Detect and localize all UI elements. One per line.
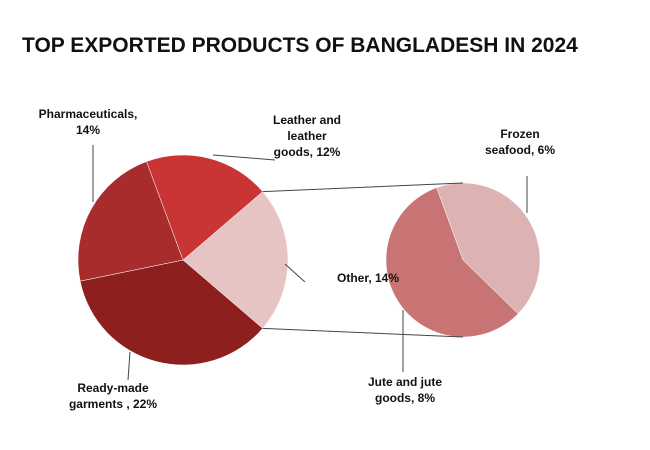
data-label: 14% [76,123,100,137]
connector-line [262,327,464,338]
data-label: goods, 8% [375,391,435,405]
data-label: Pharmaceuticals, [39,107,138,121]
pie-slice [182,191,289,329]
data-label: Frozen [500,127,539,141]
data-label: goods, 12% [274,145,341,159]
leader-line [284,263,306,283]
chart-title: TOP EXPORTED PRODUCTS OF BANGLADESH IN 2… [22,34,578,57]
data-label: Leather and [273,113,341,127]
leader-line [212,154,276,161]
data-label: Jute and jute [368,375,442,389]
data-label: garments , 22% [69,397,157,411]
leader-line [127,351,131,381]
pie-slice [77,161,184,282]
pie-slice [146,154,264,261]
connector-line [262,182,464,193]
data-label: Ready-made [77,381,149,395]
data-label: seafood, 6% [485,143,555,157]
pie-slice [385,187,519,338]
data-label: leather [287,129,327,143]
pie-slice [79,259,264,366]
data-label: Other, 14% [337,271,399,285]
